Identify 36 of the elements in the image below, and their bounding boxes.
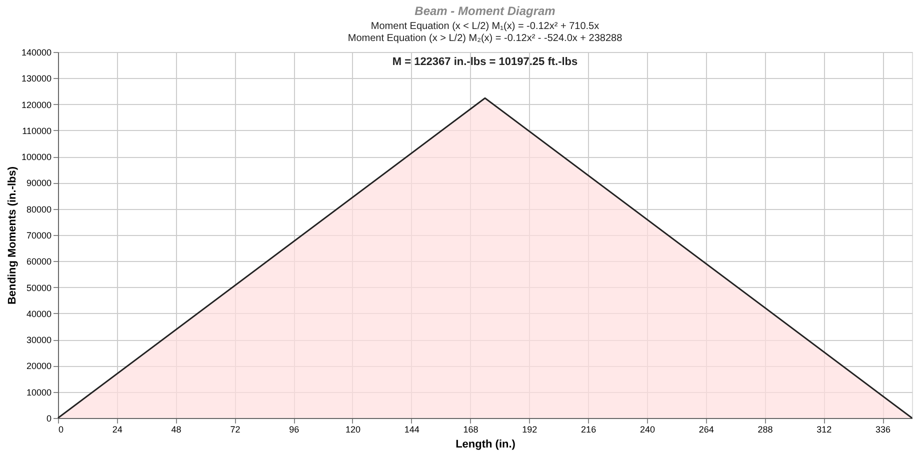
y-tick-label: 90000 (26, 178, 52, 188)
y-tick-label: 40000 (26, 308, 52, 319)
x-tick-label: 72 (230, 424, 240, 434)
x-tick-label: 240 (640, 424, 655, 434)
chart-title: Beam - Moment Diagram (414, 4, 556, 18)
y-tick-label: 120000 (21, 100, 52, 110)
x-tick-label: 0 (58, 424, 64, 434)
text: Moment Equation (x > L/2) M₂(x) = -0.12x² - -524.0x + 238288 (348, 33, 622, 44)
y-tick-label: 140000 (21, 48, 52, 58)
y-tick-label: 60000 (26, 256, 52, 267)
y-tick-label: 80000 (26, 204, 52, 214)
x-tick-label: 24 (112, 424, 122, 434)
x-tick-label: 120 (345, 424, 360, 434)
x-tick-label: 168 (463, 424, 478, 434)
annotation: M = 122367 in.-lbs = 10197.25 ft.-lbs (392, 56, 578, 68)
x-tick-label: 288 (758, 424, 773, 434)
x-axis-title: Length (in.) (456, 438, 516, 450)
x-tick-label: 144 (404, 424, 420, 434)
text: Moment Equation (x < L/2) M₁(x) = -0.12x² + 710.5x (370, 21, 600, 32)
y-tick-label: 20000 (26, 361, 52, 372)
y-tick-label: 130000 (21, 74, 52, 84)
y-axis-title: Bending Moments (in.-lbs) (6, 166, 18, 305)
x-tick-label: 48 (171, 424, 182, 434)
y-tick-label: 100000 (21, 152, 52, 162)
y-tick-label: 110000 (22, 126, 52, 136)
x-tick-label: 264 (698, 424, 714, 434)
y-tick-label: 30000 (26, 335, 52, 346)
y-tick-label: 70000 (26, 230, 52, 240)
x-tick-label: 312 (816, 424, 832, 434)
y-tick-label: 50000 (26, 282, 52, 293)
y-tick-label: 0 (46, 414, 52, 424)
x-tick-label: 336 (876, 424, 891, 434)
x-tick-label: 192 (522, 424, 538, 434)
y-tick-label: 10000 (26, 387, 52, 398)
x-tick-label: 216 (581, 424, 596, 434)
x-tick-label: 96 (289, 424, 300, 434)
